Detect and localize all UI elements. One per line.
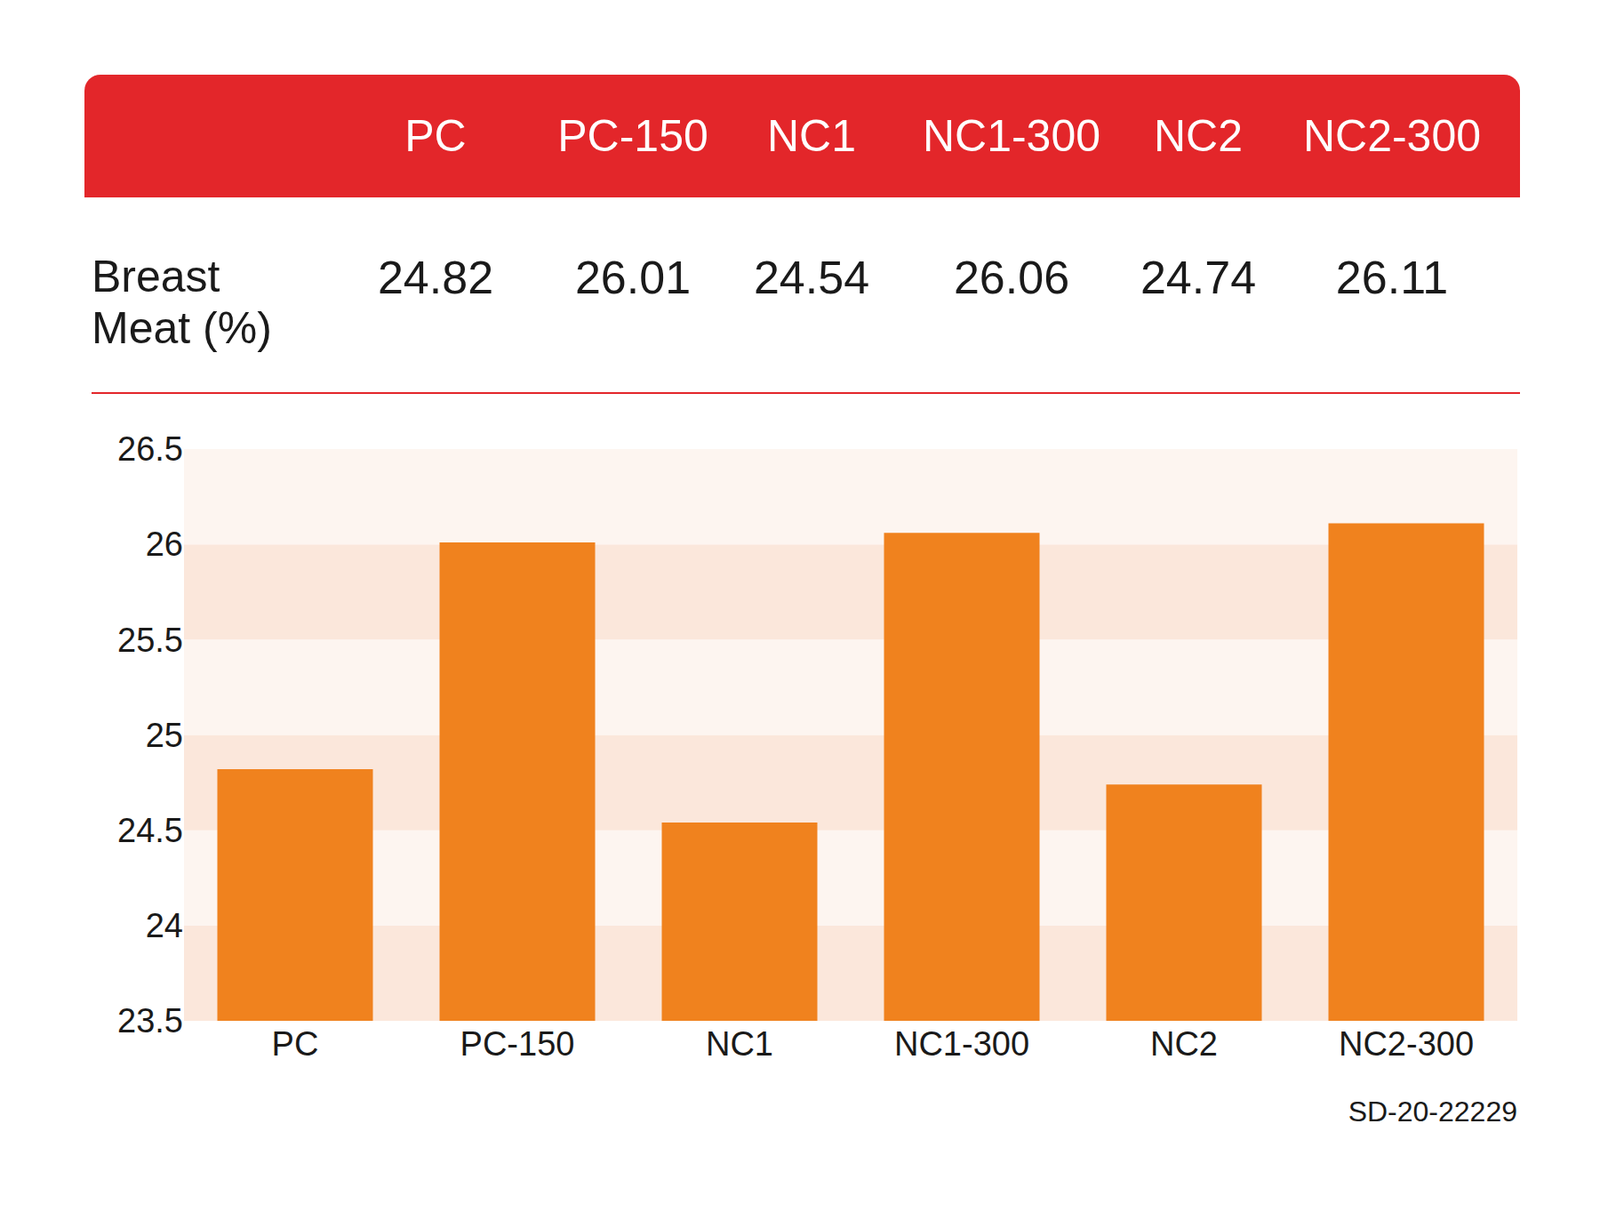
svg-text:23.5: 23.5 [117, 1001, 184, 1040]
svg-text:PC: PC [272, 1024, 320, 1063]
html-text:26.01: 26.01 [575, 251, 691, 304]
html-text:PC-150: PC-150 [557, 111, 709, 161]
svg-text:NC1-300: NC1-300 [894, 1024, 1030, 1063]
html-text:Breast Meat (%): Breast Meat (%) [91, 251, 272, 353]
html-text:SD-20-22229: SD-20-22229 [1348, 1095, 1518, 1128]
html-text:26.11: 26.11 [1335, 251, 1449, 304]
html-text:NC1: NC1 [767, 111, 856, 161]
html-text:26.06: 26.06 [953, 251, 1070, 304]
html-text:24.74: 24.74 [1140, 251, 1257, 304]
svg-text:25.5: 25.5 [117, 621, 184, 659]
svg-text:NC2: NC2 [1150, 1024, 1218, 1063]
svg-text:25: 25 [145, 716, 184, 754]
html-text:NC2: NC2 [1153, 111, 1243, 161]
html-text:24.54: 24.54 [753, 251, 870, 304]
svg-text:24.5: 24.5 [117, 811, 184, 849]
svg-text:24: 24 [145, 906, 184, 944]
svg-text:NC1: NC1 [705, 1024, 774, 1063]
svg-text:PC-150: PC-150 [460, 1024, 576, 1063]
html-text:PC: PC [404, 111, 467, 161]
html-text:NC1-300: NC1-300 [922, 111, 1101, 161]
svg-text:26.5: 26.5 [117, 430, 184, 468]
html-text:24.82: 24.82 [377, 251, 494, 304]
svg-text:26: 26 [145, 525, 184, 563]
svg-text:NC2-300: NC2-300 [1338, 1024, 1474, 1063]
html-text:NC2-300: NC2-300 [1303, 111, 1481, 161]
